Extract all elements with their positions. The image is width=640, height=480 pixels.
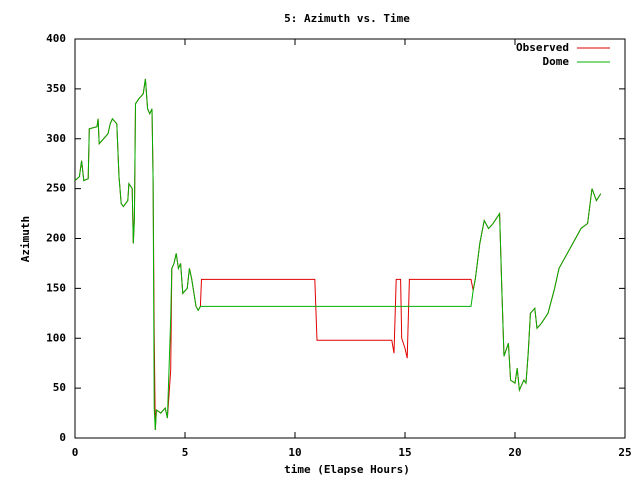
y-tick-label: 250 <box>46 182 66 195</box>
y-axis-label: Azimuth <box>19 216 32 262</box>
x-tick-label: 0 <box>72 446 79 459</box>
y-tick-label: 300 <box>46 132 66 145</box>
x-tick-label: 25 <box>618 446 631 459</box>
legend-label: Dome <box>543 55 570 68</box>
y-tick-label: 150 <box>46 281 66 294</box>
y-tick-label: 0 <box>59 431 66 444</box>
y-tick-label: 350 <box>46 82 66 95</box>
y-tick-label: 100 <box>46 331 66 344</box>
legend-label: Observed <box>516 41 569 54</box>
x-tick-label: 15 <box>398 446 411 459</box>
chart-title: 5: Azimuth vs. Time <box>284 12 410 25</box>
x-tick-label: 5 <box>182 446 189 459</box>
y-tick-label: 200 <box>46 232 66 245</box>
y-tick-label: 50 <box>53 381 66 394</box>
x-tick-label: 10 <box>288 446 301 459</box>
data-line <box>74 78 602 431</box>
x-axis-label: time (Elapse Hours) <box>284 463 410 476</box>
y-tick-label: 400 <box>46 32 66 45</box>
x-tick-label: 20 <box>508 446 521 459</box>
